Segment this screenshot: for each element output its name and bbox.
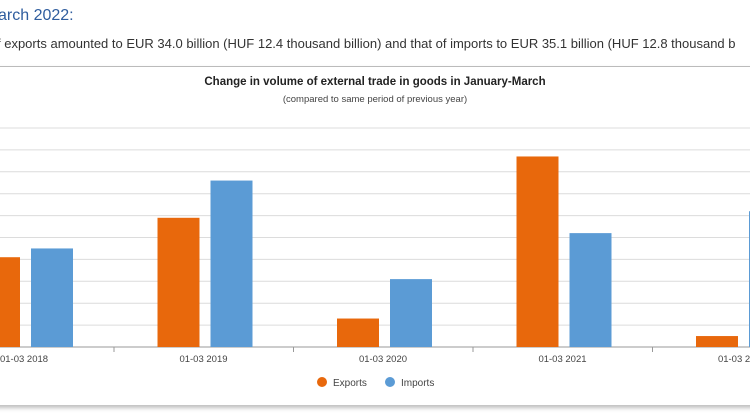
chart-title: Change in volume of external trade in go…: [204, 76, 545, 88]
legend-item-exports[interactable]: Exports: [333, 378, 367, 389]
chart-panel: [0, 66, 750, 405]
section-heading: arch 2022:: [0, 7, 74, 24]
bar-exports-3[interactable]: [516, 156, 559, 347]
x-tick-label: 01-03 2021: [538, 354, 586, 365]
x-tick-label: 01-03 2020: [359, 354, 407, 365]
x-tick-label: 01-03 2019: [179, 354, 227, 365]
bar-imports-2[interactable]: [390, 279, 432, 347]
bar-imports-1[interactable]: [210, 180, 253, 347]
bar-imports-0[interactable]: [31, 248, 73, 347]
x-tick-label: 01-03 2018: [0, 354, 48, 365]
legend-marker-imports: [385, 377, 395, 387]
chart-subtitle: (compared to same period of previous yea…: [283, 94, 467, 105]
bar-imports-3[interactable]: [569, 233, 612, 347]
bar-exports-0[interactable]: [0, 257, 20, 347]
summary-paragraph: f exports amounted to EUR 34.0 billion (…: [0, 36, 736, 51]
x-tick-label: 01-03 2022: [718, 354, 750, 365]
legend-marker-exports: [317, 377, 327, 387]
bar-exports-1[interactable]: [157, 217, 200, 347]
bar-exports-2[interactable]: [337, 318, 379, 347]
bar-exports-4[interactable]: [696, 336, 738, 347]
legend-item-imports[interactable]: Imports: [401, 378, 434, 389]
